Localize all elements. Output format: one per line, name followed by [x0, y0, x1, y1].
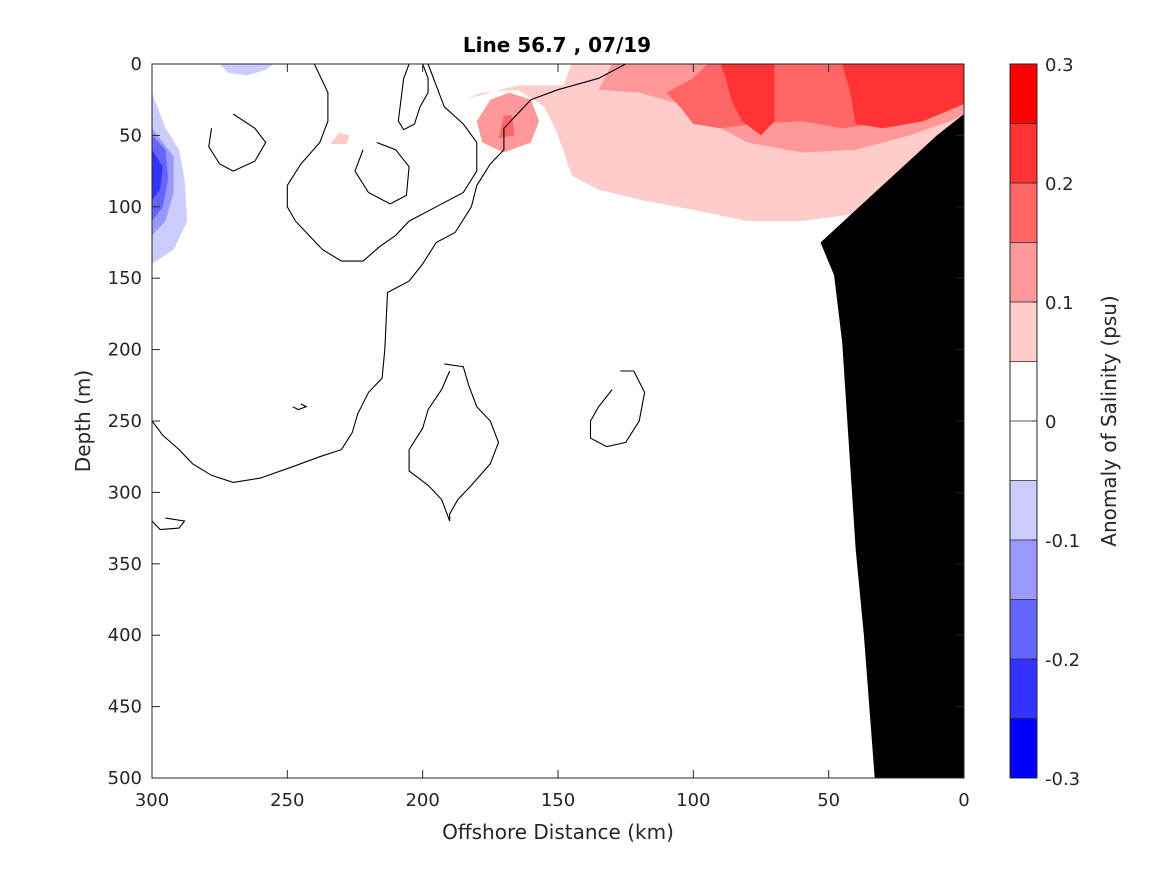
- y-tick-label: 50: [119, 125, 142, 146]
- colorbar-segment: [1010, 480, 1037, 540]
- contour-line: [408, 363, 500, 522]
- contour-line: [589, 370, 646, 448]
- colorbar-segment: [1010, 599, 1037, 659]
- x-tick-label: 0: [958, 790, 969, 811]
- colorbar-tick-label: 0: [1045, 412, 1056, 433]
- colorbar-segment: [1010, 718, 1037, 778]
- seafloor-bathymetry: [820, 114, 964, 778]
- contour-line: [208, 113, 267, 172]
- x-tick-label: 300: [135, 790, 169, 811]
- colorbar-segment: [1010, 302, 1037, 362]
- colorbar-segment: [1010, 183, 1037, 243]
- seafloor-polygon: [820, 114, 964, 778]
- y-tick-label: 350: [108, 554, 142, 575]
- y-tick-label: 250: [108, 411, 142, 432]
- contour-fill-region: [152, 64, 301, 293]
- contour-line: [292, 403, 308, 411]
- y-tick-label: 150: [108, 268, 142, 289]
- zero-contour-lines: [152, 64, 646, 531]
- x-tick-label: 200: [405, 790, 439, 811]
- contour-line: [354, 141, 410, 205]
- y-tick-label: 200: [108, 340, 142, 361]
- colorbar-segment: [1010, 421, 1037, 481]
- chart-title: Line 56.7 , 07/19: [463, 33, 651, 57]
- y-axis-label: Depth (m): [71, 370, 95, 472]
- y-tick-label: 500: [108, 768, 142, 789]
- contour-fill-region: [219, 64, 274, 76]
- colorbar-label: Anomaly of Salinity (psu): [1097, 295, 1121, 546]
- contour-fill-region: [842, 64, 964, 129]
- x-axis: 300 250 200 150 100 50 0: [135, 64, 970, 811]
- colorbar-tick-label: 0.3: [1045, 55, 1074, 76]
- x-tick-label: 100: [676, 790, 710, 811]
- y-tick-label: 300: [108, 482, 142, 503]
- contour-fill-region: [152, 149, 163, 200]
- x-axis-label: Offshore Distance (km): [442, 820, 674, 844]
- contour-line: [397, 64, 429, 131]
- contour-line: [152, 517, 186, 531]
- colorbar-segment: [1010, 361, 1037, 421]
- plot-area: 300 250 200 150 100 50 0 050100150200250300350…: [108, 54, 970, 811]
- colorbar-segment: [1010, 64, 1037, 124]
- colorbar-tick-label: 0.2: [1045, 174, 1074, 195]
- y-tick-label: 400: [108, 625, 142, 646]
- colorbar-tick-label: -0.1: [1045, 531, 1080, 552]
- y-axis: 0 50 100 150 200 250 300 350 400 450 500: [108, 54, 964, 789]
- colorbar-tick-label: -0.3: [1045, 769, 1080, 790]
- filled-contours: [152, 64, 964, 326]
- y-tick-label: 0: [131, 54, 142, 75]
- contour-line: [152, 64, 626, 483]
- colorbar-segment: [1010, 540, 1037, 600]
- x-tick-label: 250: [270, 790, 304, 811]
- colorbar-tick-label: 0.1: [1045, 293, 1074, 314]
- colorbar-segment: [1010, 123, 1037, 183]
- y-tick-label: 100: [108, 197, 142, 218]
- colorbar-segment: [1010, 659, 1037, 719]
- colorbar: 0.3 0.2 0.1 0 -0.1 -0.2 -0.3: [1009, 55, 1080, 790]
- contour-fill-region: [330, 132, 350, 144]
- x-tick-label: 50: [817, 790, 840, 811]
- contour-fill-region: [720, 64, 775, 136]
- colorbar-segment: [1010, 242, 1037, 302]
- colorbar-tick-label: -0.2: [1045, 650, 1080, 671]
- contour-line: [286, 64, 478, 262]
- y-tick-label: 450: [108, 697, 142, 718]
- x-tick-label: 150: [541, 790, 575, 811]
